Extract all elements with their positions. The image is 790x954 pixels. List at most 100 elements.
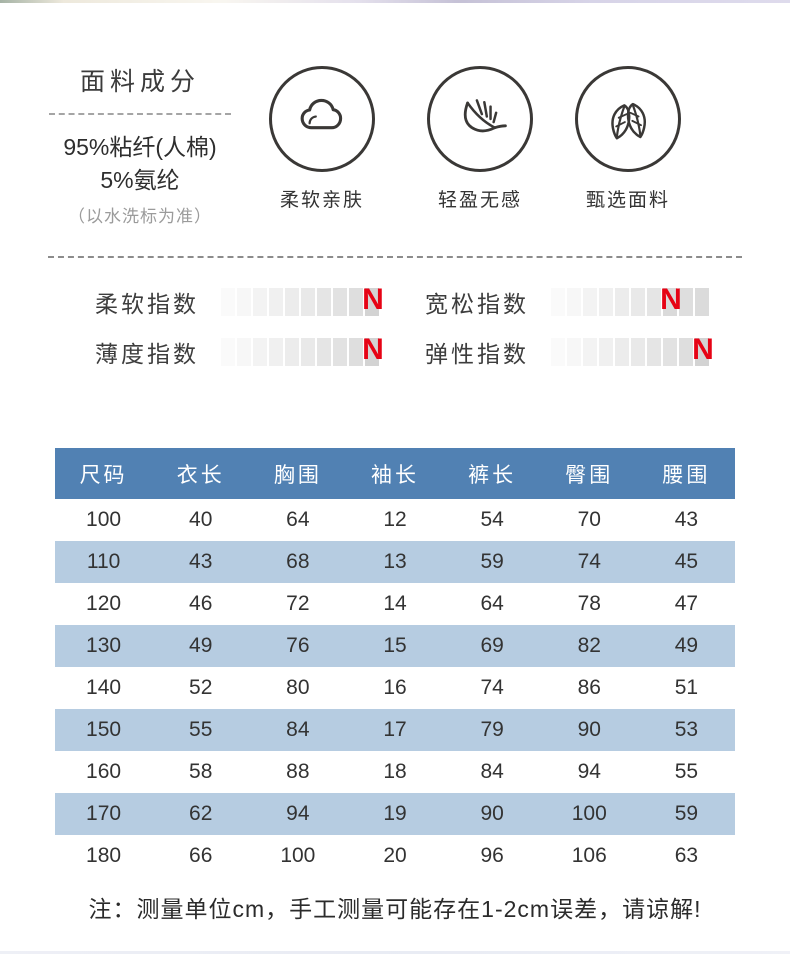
index-bar: N (551, 284, 709, 317)
index-bar-segment (285, 338, 299, 366)
size-cell: 43 (674, 508, 699, 531)
size-cell: 13 (383, 550, 407, 573)
index-bar-segment (631, 288, 645, 316)
size-cell: 18 (383, 760, 407, 783)
size-cell: 17 (383, 718, 407, 741)
size-column-header: 袖长 (346, 448, 444, 499)
size-cell: 86 (577, 676, 601, 699)
fabric-composition-block: 面料成分 95%粘纤(人棉) 5%氨纶 （以水洗标为准） (42, 62, 238, 227)
size-cell: 14 (383, 592, 407, 615)
index-bar-segment (253, 338, 267, 366)
index-label: 宽松指数 (425, 291, 529, 317)
feature-label: 甄选面料 (585, 190, 670, 211)
index-level-marker: N (362, 333, 384, 366)
size-chart-table: 尺码 衣长 胸围 袖长 裤长 臀围 腰围 100 40 64 12 54 70 43 110 43 68 13 5… (55, 448, 735, 877)
size-cell: 59 (480, 550, 504, 573)
size-cell: 78 (577, 592, 601, 615)
index-bar-segment (285, 288, 299, 316)
index-bar-segment (349, 288, 363, 316)
feature-lightweight: 轻盈无感 (410, 66, 550, 212)
size-cell: 106 (571, 844, 607, 867)
size-table-body: 100 40 64 12 54 70 43 110 43 68 13 59 74 45 120 46 72 14 6… (55, 499, 735, 877)
size-cell: 58 (189, 760, 213, 783)
size-cell: 66 (189, 844, 213, 867)
index-bar-segment (599, 338, 613, 366)
size-cell: 15 (383, 634, 407, 657)
index-bar-segment (269, 338, 283, 366)
size-cell: 74 (577, 550, 601, 573)
dashed-divider (49, 113, 231, 115)
size-cell: 180 (86, 844, 122, 867)
table-row: 130 49 76 15 69 82 49 (55, 625, 735, 667)
size-column-header: 尺码 (55, 448, 153, 499)
index-label: 柔软指数 (95, 291, 199, 317)
index-label: 薄度指数 (95, 341, 199, 367)
index-bar-segment (237, 288, 251, 316)
index-bar-segment (333, 338, 347, 366)
index-bar-segment (221, 338, 235, 366)
index-bar-segment (317, 338, 331, 366)
size-cell: 90 (577, 718, 601, 741)
index-bar-segment (615, 338, 629, 366)
index-bar-segment (647, 288, 661, 316)
index-bar-segment (551, 288, 565, 316)
index-item-thinness: 薄度指数 N (95, 334, 384, 368)
feature-selected-fabric: 甄选面料 (558, 66, 698, 212)
size-cell: 76 (286, 634, 310, 657)
size-cell: 55 (189, 718, 213, 741)
size-cell: 52 (189, 676, 213, 699)
size-cell: 19 (383, 802, 407, 825)
size-cell: 63 (674, 844, 699, 867)
size-cell: 49 (674, 634, 699, 657)
index-bar-segment (301, 338, 315, 366)
index-bar-segment (647, 338, 661, 366)
index-bar-segment (301, 288, 315, 316)
table-row: 170 62 94 19 90 100 59 (55, 793, 735, 835)
size-cell: 46 (189, 592, 213, 615)
size-cell: 62 (189, 802, 213, 825)
feature-label: 轻盈无感 (437, 190, 522, 211)
index-bar-segment (221, 288, 235, 316)
index-bar-segment (269, 288, 283, 316)
index-level-marker: N (362, 283, 384, 316)
size-cell: 53 (674, 718, 699, 741)
index-bar-segment (567, 338, 581, 366)
size-column-header: 腰围 (637, 448, 735, 499)
size-cell: 110 (86, 550, 121, 573)
index-item-looseness: 宽松指数 N (425, 284, 709, 317)
size-cell: 150 (86, 718, 122, 741)
size-cell: 59 (674, 802, 699, 825)
table-row: 160 58 88 18 84 94 55 (55, 751, 735, 793)
table-row: 150 55 84 17 79 90 53 (55, 709, 735, 751)
table-row: 100 40 64 12 54 70 43 (55, 499, 735, 541)
size-cell: 100 (86, 508, 122, 531)
size-cell: 72 (286, 592, 310, 615)
feather-icon (427, 66, 533, 172)
index-bar-segment (237, 338, 251, 366)
index-bar-segment (663, 338, 677, 366)
leaves-icon (575, 66, 681, 172)
size-cell: 100 (280, 844, 316, 867)
size-cell: 96 (480, 844, 504, 867)
size-column-header: 衣长 (152, 448, 250, 499)
index-bar-segment (317, 288, 331, 316)
table-row: 140 52 80 16 74 86 51 (55, 667, 735, 709)
size-cell: 64 (480, 592, 504, 615)
size-cell: 74 (480, 676, 504, 699)
size-cell: 64 (286, 508, 310, 531)
index-bar-segment (333, 288, 347, 316)
size-cell: 47 (674, 592, 699, 615)
top-edge-divider (0, 0, 790, 3)
size-cell: 94 (286, 802, 310, 825)
size-table-header-row: 尺码 衣长 胸围 袖长 裤长 臀围 腰围 (55, 448, 735, 499)
index-bar-segment (551, 338, 565, 366)
size-cell: 140 (86, 676, 122, 699)
size-cell: 51 (674, 676, 699, 699)
measurement-footnote: 注：测量单位cm，手工测量可能存在1-2cm误差，请谅解! (88, 896, 702, 922)
index-bar-segment (583, 338, 597, 366)
size-cell: 70 (577, 508, 601, 531)
fabric-section-title: 面料成分 (79, 68, 200, 96)
table-row: 180 66 100 20 96 106 63 (55, 835, 735, 877)
index-bar-segment (663, 288, 677, 316)
size-cell: 49 (189, 634, 213, 657)
